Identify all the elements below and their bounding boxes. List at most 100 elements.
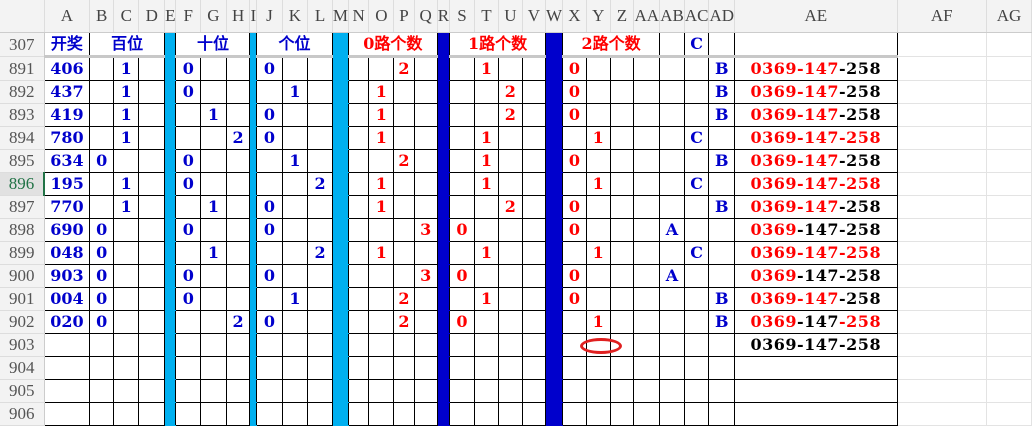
cell[interactable]	[633, 241, 661, 265]
cell[interactable]	[307, 56, 333, 81]
cell[interactable]	[659, 287, 685, 311]
cell[interactable]	[175, 356, 202, 380]
row-header[interactable]: 897	[0, 195, 45, 219]
cell[interactable]	[43, 379, 91, 403]
cell[interactable]	[497, 56, 523, 81]
cell[interactable]	[225, 149, 251, 173]
cell[interactable]	[473, 103, 499, 127]
cell[interactable]	[200, 80, 227, 104]
cell[interactable]	[897, 264, 988, 288]
column-header-t[interactable]: T	[474, 0, 499, 33]
cell[interactable]	[281, 379, 309, 403]
column-header-h[interactable]: H	[226, 0, 251, 33]
cell[interactable]	[138, 149, 166, 173]
cell[interactable]	[609, 356, 635, 380]
cell[interactable]	[659, 402, 685, 426]
cell[interactable]	[225, 287, 251, 311]
cell[interactable]	[413, 356, 438, 380]
cell-value[interactable]: 1	[585, 126, 611, 150]
cell[interactable]	[897, 195, 988, 219]
cell[interactable]	[562, 241, 587, 265]
cell[interactable]	[585, 402, 611, 426]
cell[interactable]	[659, 172, 685, 196]
column-header-ab[interactable]: AB	[659, 0, 685, 33]
cell[interactable]	[225, 195, 251, 219]
cell[interactable]	[200, 149, 227, 173]
cell[interactable]	[449, 56, 475, 81]
cell[interactable]	[683, 310, 710, 334]
cell[interactable]	[659, 195, 685, 219]
cell[interactable]	[897, 56, 988, 81]
cell[interactable]	[413, 172, 438, 196]
cell[interactable]	[138, 264, 166, 288]
cell[interactable]	[609, 195, 635, 219]
column-header-u[interactable]: U	[498, 0, 523, 33]
cell-value[interactable]: 1	[200, 241, 227, 265]
cell[interactable]	[449, 149, 475, 173]
cell[interactable]	[609, 103, 635, 127]
cell[interactable]	[256, 287, 283, 311]
cell[interactable]	[225, 80, 251, 104]
cell[interactable]	[708, 356, 736, 380]
draw-number[interactable]: 690	[43, 218, 91, 242]
cell[interactable]	[89, 402, 114, 426]
column-header-c[interactable]: C	[113, 0, 140, 33]
row-header[interactable]: 900	[0, 264, 45, 288]
cell[interactable]	[585, 149, 611, 173]
cell[interactable]	[281, 333, 309, 357]
corner-cell[interactable]	[0, 0, 45, 33]
cell[interactable]	[393, 402, 415, 426]
cell[interactable]	[200, 379, 227, 403]
column-header-q[interactable]: Q	[414, 0, 438, 33]
cell[interactable]	[633, 126, 661, 150]
cell[interactable]	[609, 56, 635, 81]
cell[interactable]	[413, 56, 438, 81]
cell[interactable]	[307, 310, 333, 334]
cell-value[interactable]: C	[683, 172, 710, 196]
cell-value[interactable]: B	[708, 195, 736, 219]
row-header[interactable]: 899	[0, 241, 45, 265]
cell[interactable]	[585, 264, 611, 288]
cell[interactable]	[683, 195, 710, 219]
column-header-b[interactable]: B	[89, 0, 114, 33]
cell[interactable]	[897, 149, 988, 173]
column-header-ae[interactable]: AE	[734, 0, 898, 33]
cell[interactable]	[393, 333, 415, 357]
cell[interactable]	[633, 149, 661, 173]
cell[interactable]	[368, 402, 395, 426]
cell[interactable]	[633, 172, 661, 196]
combo-cell[interactable]: 0369-147-258	[734, 80, 898, 104]
row-header[interactable]: 905	[0, 379, 45, 403]
cell[interactable]	[609, 218, 635, 242]
cell-value[interactable]: 2	[225, 126, 251, 150]
cell[interactable]	[281, 264, 309, 288]
cell[interactable]	[986, 264, 1032, 288]
cell[interactable]	[659, 32, 685, 58]
cell[interactable]	[497, 287, 523, 311]
draw-number[interactable]: 020	[43, 310, 91, 334]
cell-value[interactable]: 1	[112, 195, 140, 219]
cell[interactable]	[897, 126, 988, 150]
cell[interactable]	[256, 356, 283, 380]
cell[interactable]	[473, 356, 499, 380]
cell[interactable]	[112, 356, 140, 380]
cell-value[interactable]: 0	[256, 126, 283, 150]
cell[interactable]	[307, 80, 333, 104]
cell[interactable]	[683, 218, 710, 242]
cell[interactable]	[497, 310, 523, 334]
cell[interactable]	[521, 80, 547, 104]
cell[interactable]	[413, 310, 438, 334]
cell[interactable]	[609, 149, 635, 173]
cell[interactable]	[562, 402, 587, 426]
cell[interactable]	[393, 103, 415, 127]
cell-value[interactable]: C	[683, 241, 710, 265]
cell[interactable]	[633, 310, 661, 334]
column-header-aa[interactable]: AA	[633, 0, 661, 33]
cell[interactable]	[200, 264, 227, 288]
cell[interactable]	[175, 195, 202, 219]
column-header-i[interactable]: I	[249, 0, 258, 33]
cell[interactable]	[521, 333, 547, 357]
cell-value[interactable]: 1	[200, 195, 227, 219]
cell[interactable]	[281, 103, 309, 127]
cell[interactable]	[683, 149, 710, 173]
